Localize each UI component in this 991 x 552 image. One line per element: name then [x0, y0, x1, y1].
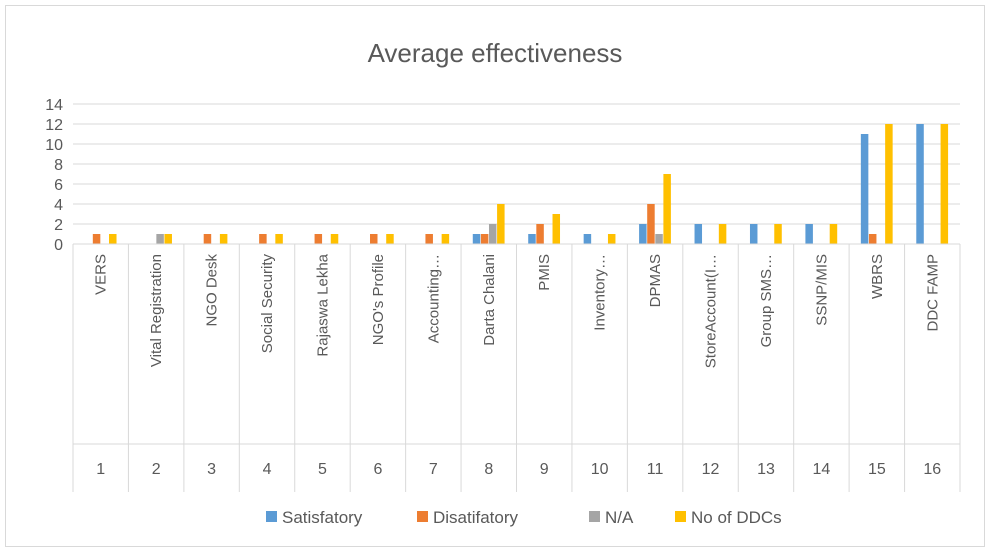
y-tick-label-10: 10 [45, 137, 63, 154]
bar-disatifatory-15 [868, 234, 877, 244]
category-label-1: VERS [93, 254, 110, 295]
bar-no-of-ddcs-2 [164, 234, 172, 244]
bar-satisfatory-14 [805, 224, 813, 244]
legend-swatch-no-of-ddcs [675, 511, 686, 522]
bar-satisfatory-12 [694, 224, 703, 244]
category-label-12: StoreAccount(I… [703, 254, 720, 368]
category-label-16: DDC FAMP [924, 254, 941, 332]
y-tick-label-2: 2 [54, 217, 63, 234]
legend-swatch-satisfatory [266, 511, 277, 522]
x-axis: VERS 1 Vital Registration 2 NGO Desk 3 Social … [72, 243, 961, 492]
category-index-2: 2 [152, 461, 161, 478]
category-index-10: 10 [591, 461, 609, 478]
y-axis: 0 2 4 6 8 10 12 14 [45, 97, 63, 254]
bar-satisfatory-11 [639, 224, 647, 244]
category-label-6: NGO's Profile [370, 254, 387, 345]
bar-satisfatory-8 [472, 234, 481, 244]
bar-disatifatory-11 [647, 204, 655, 244]
legend-swatch-n-a [589, 511, 600, 522]
legend-label-no-of-ddcs: No of DDCs [691, 508, 782, 527]
category-index-16: 16 [923, 461, 941, 478]
bar-disatifatory-6 [370, 234, 378, 244]
category-index-15: 15 [868, 461, 886, 478]
category-label-8: Darta Chalani [481, 254, 498, 346]
category-index-8: 8 [484, 461, 493, 478]
y-tick-label-8: 8 [54, 157, 63, 174]
bar-no-of-ddcs-12 [718, 224, 727, 244]
bar-disatifatory-8 [480, 234, 489, 244]
bar-disatifatory-7 [425, 234, 433, 244]
bar-satisfatory-10 [583, 234, 592, 244]
bar-n-a-2 [156, 234, 164, 244]
y-tick-label-6: 6 [54, 177, 63, 194]
category-label-4: Social Security [259, 254, 276, 354]
bar-disatifatory-4 [259, 234, 267, 244]
category-label-15: WBRS [869, 254, 886, 299]
category-index-3: 3 [207, 461, 216, 478]
category-label-9: PMIS [536, 254, 553, 291]
y-tick-label-14: 14 [45, 97, 63, 114]
category-index-12: 12 [702, 461, 720, 478]
category-label-7: Accounting… [425, 254, 442, 343]
legend-label-satisfatory: Satisfatory [282, 508, 363, 527]
chart-frame [5, 5, 985, 547]
category-index-9: 9 [540, 461, 549, 478]
bar-disatifatory-5 [314, 234, 323, 244]
bar-no-of-ddcs-4 [275, 234, 283, 244]
bar-no-of-ddcs-14 [829, 224, 838, 244]
bar-no-of-ddcs-9 [552, 214, 561, 244]
bar-no-of-ddcs-3 [219, 234, 228, 244]
bar-no-of-ddcs-10 [607, 234, 616, 244]
bar-satisfatory-16 [916, 124, 924, 244]
bar-no-of-ddcs-8 [497, 204, 505, 244]
category-label-2: Vital Registration [148, 254, 165, 367]
gridlines [73, 103, 960, 245]
category-index-4: 4 [263, 461, 272, 478]
bar-satisfatory-15 [860, 134, 869, 244]
bar-no-of-ddcs-1 [109, 234, 117, 244]
bar-no-of-ddcs-16 [940, 124, 949, 244]
category-index-14: 14 [813, 461, 831, 478]
category-label-10: Inventory… [592, 254, 609, 331]
category-index-7: 7 [429, 461, 438, 478]
category-index-1: 1 [96, 461, 105, 478]
bar-no-of-ddcs-11 [663, 174, 671, 244]
bars [92, 124, 949, 244]
bar-satisfatory-13 [749, 224, 758, 244]
bar-no-of-ddcs-13 [774, 224, 782, 244]
bar-no-of-ddcs-6 [386, 234, 394, 244]
y-tick-label-12: 12 [45, 117, 63, 134]
bar-disatifatory-9 [536, 224, 544, 244]
legend-label-n-a: N/A [605, 508, 634, 527]
category-label-11: DPMAS [647, 254, 664, 307]
chart-title: Average effectiveness [368, 38, 623, 68]
legend-label-disatifatory: Disatifatory [433, 508, 519, 527]
bar-no-of-ddcs-15 [885, 124, 893, 244]
category-index-5: 5 [318, 461, 327, 478]
bar-disatifatory-3 [203, 234, 212, 244]
y-tick-label-4: 4 [54, 197, 63, 214]
category-index-11: 11 [647, 461, 664, 478]
category-label-5: Rajaswa Lekha [314, 253, 331, 356]
bar-n-a-11 [655, 234, 663, 244]
bar-disatifatory-1 [92, 234, 101, 244]
bar-no-of-ddcs-5 [330, 234, 339, 244]
category-index-6: 6 [373, 461, 382, 478]
category-label-14: SSNP/MIS [813, 254, 830, 326]
y-tick-label-0: 0 [54, 237, 63, 254]
bar-no-of-ddcs-7 [441, 234, 450, 244]
category-index-13: 13 [757, 461, 775, 478]
legend-swatch-disatifatory [417, 511, 428, 522]
bar-n-a-8 [488, 224, 497, 244]
bar-satisfatory-9 [528, 234, 536, 244]
category-label-13: Group SMS… [758, 254, 775, 347]
category-label-3: NGO Desk [204, 254, 221, 327]
legend: Satisfatory Disatifatory N/A No of DDCs [266, 508, 782, 527]
